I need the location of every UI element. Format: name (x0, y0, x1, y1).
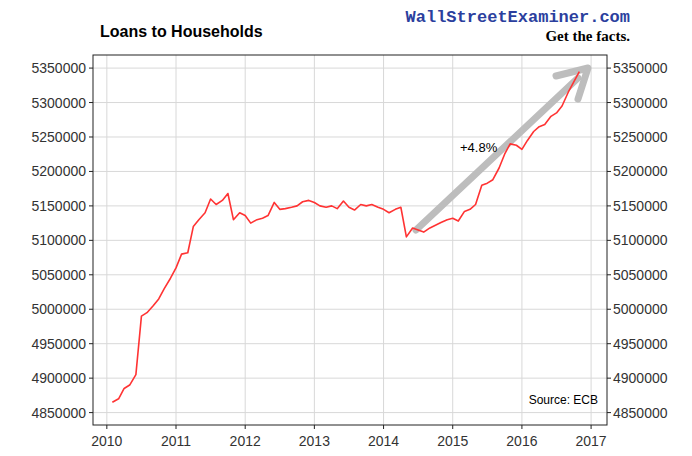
y-tick-label: 5300000 (31, 95, 86, 111)
y-tick (89, 171, 93, 172)
x-grid-line (106, 55, 107, 425)
y-tick (89, 102, 93, 103)
y2-tick (607, 68, 611, 69)
y-grid-line (93, 343, 607, 344)
annotation: +4.8% (460, 140, 498, 155)
y-grid-line (93, 274, 607, 275)
y2-tick-label: 5100000 (613, 232, 668, 248)
x-tick-label: 2012 (230, 433, 261, 449)
y-tick (89, 136, 93, 137)
y-grid-line (93, 205, 607, 206)
x-tick (176, 425, 177, 429)
tagline: Get the facts. (545, 28, 630, 44)
y2-tick-label: 4850000 (613, 405, 668, 421)
arrow-shaft (416, 78, 578, 230)
y-tick-label: 4900000 (31, 370, 86, 386)
x-tick-label: 2016 (506, 433, 537, 449)
y2-tick-label: 5200000 (613, 163, 668, 179)
chart: 4850000 4900000 4950000 5000000 5050000 51000… (0, 0, 692, 456)
y2-tick (607, 171, 611, 172)
title: Loans to Households (100, 23, 263, 40)
x-grid-line (521, 55, 522, 425)
x-tick (245, 425, 246, 429)
grid (93, 55, 607, 425)
y2-tick (607, 378, 611, 379)
arrow-head (556, 68, 588, 99)
y2-tick (607, 412, 611, 413)
y-tick (89, 309, 93, 310)
x-tick (452, 425, 453, 429)
y-tick (89, 240, 93, 241)
y-tick (89, 205, 93, 206)
y-tick (89, 412, 93, 413)
x-tick (106, 425, 107, 429)
y2-tick (607, 240, 611, 241)
y2-tick-label: 5000000 (613, 301, 668, 317)
y-tick-label: 4950000 (31, 336, 86, 352)
y-grid-line (93, 68, 607, 69)
x-tick-label: 2010 (91, 433, 122, 449)
trend-arrow (416, 68, 588, 230)
axes: 4850000 4900000 4950000 5000000 5050000 51000… (31, 60, 667, 449)
y2-tick-label: 5350000 (613, 60, 668, 76)
background (0, 0, 692, 456)
y2-tick-label: 5150000 (613, 198, 668, 214)
x-tick (521, 425, 522, 429)
y-tick (89, 68, 93, 69)
x-tick-label: 2011 (161, 433, 191, 449)
x-grid-line (176, 55, 177, 425)
x-tick-label: 2015 (437, 433, 468, 449)
y-tick-label: 5150000 (31, 198, 86, 214)
y2-tick (607, 136, 611, 137)
x-tick (591, 425, 592, 429)
plot-frame (93, 55, 607, 425)
y-tick-label: 5100000 (31, 232, 86, 248)
y2-tick-label: 5300000 (613, 95, 668, 111)
y-grid-line (93, 240, 607, 241)
y2-tick-label: 4900000 (613, 370, 668, 386)
y2-tick-label: 5050000 (613, 267, 668, 283)
y-tick-label: 5200000 (31, 163, 86, 179)
y-tick (89, 274, 93, 275)
series-line (112, 72, 579, 403)
x-grid-line (245, 55, 246, 425)
y2-tick (607, 205, 611, 206)
y-grid-line (93, 309, 607, 310)
x-grid-line (314, 55, 315, 425)
data-group (112, 72, 579, 403)
x-tick-label: 2017 (576, 433, 607, 449)
x-grid-line (452, 55, 453, 425)
x-tick (314, 425, 315, 429)
y-tick-label: 5350000 (31, 60, 86, 76)
y-grid-line (93, 102, 607, 103)
y2-tick-label: 5250000 (613, 129, 668, 145)
y-tick-label: 4850000 (31, 405, 86, 421)
y-tick-label: 5050000 (31, 267, 86, 283)
y-grid-line (93, 171, 607, 172)
y-grid-line (93, 378, 607, 379)
y2-tick (607, 102, 611, 103)
y-tick (89, 378, 93, 379)
x-tick-label: 2014 (368, 433, 399, 449)
y2-tick (607, 309, 611, 310)
x-grid-line (591, 55, 592, 425)
y-tick-label: 5000000 (31, 301, 86, 317)
y2-tick (607, 343, 611, 344)
watermark: WallStreetExaminer.com (406, 8, 630, 27)
y-tick (89, 343, 93, 344)
y-tick-label: 5250000 (31, 129, 86, 145)
x-tick-label: 2013 (299, 433, 330, 449)
y2-tick-label: 4950000 (613, 336, 668, 352)
y-grid-line (93, 412, 607, 413)
y2-tick (607, 274, 611, 275)
source: Source: ECB (529, 393, 598, 407)
x-tick (383, 425, 384, 429)
x-grid-line (383, 55, 384, 425)
